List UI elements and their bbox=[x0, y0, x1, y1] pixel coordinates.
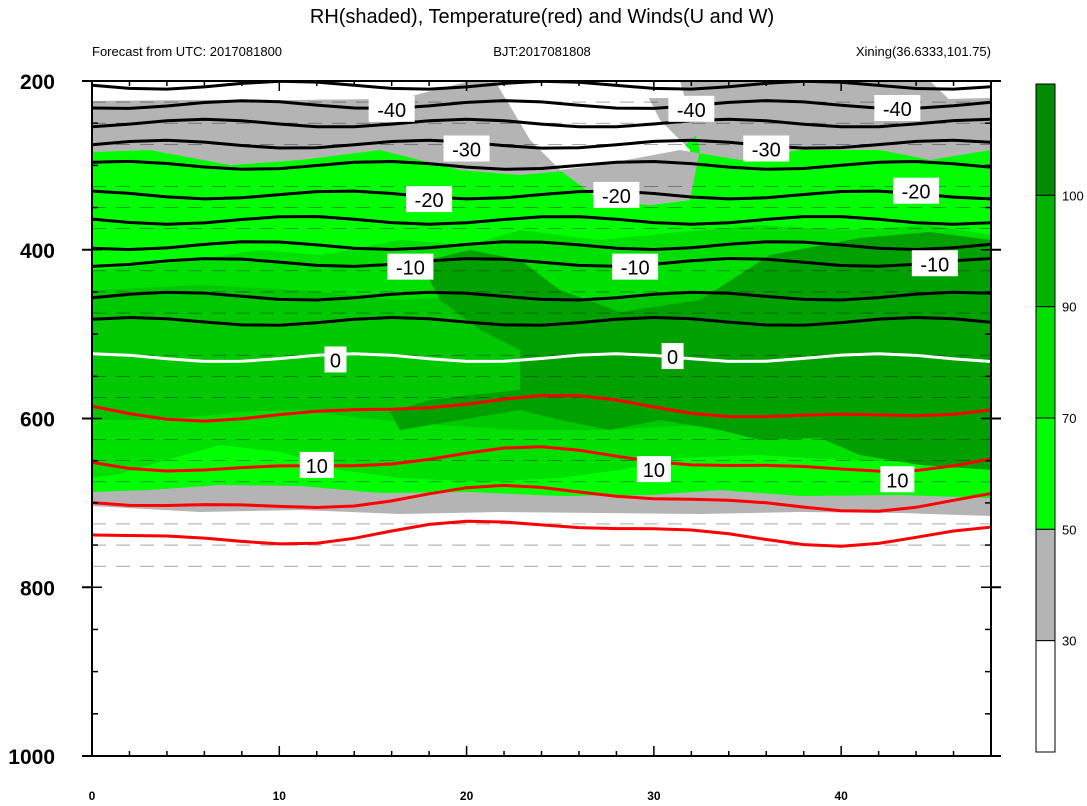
isotherm-label: -20 bbox=[902, 182, 931, 204]
temperature-contour bbox=[92, 393, 991, 423]
isotherm-label-box bbox=[406, 186, 453, 213]
y-tick-label: 600 bbox=[20, 409, 55, 432]
isotherm-label-box bbox=[612, 253, 659, 280]
isotherm-label-box bbox=[368, 95, 415, 122]
colorbar: 100 90 70 50 30 bbox=[1035, 83, 1084, 753]
isotherm-label: 10 bbox=[306, 456, 328, 478]
temperature-contour bbox=[92, 519, 991, 548]
temperature-contour bbox=[92, 159, 991, 171]
x-tick-label: 10 bbox=[273, 789, 287, 803]
y-tick-label: 200 bbox=[20, 71, 55, 94]
isotherm-label: 0 bbox=[330, 350, 341, 372]
isotherm-label: -40 bbox=[377, 100, 406, 122]
bjt-subtitle: BJT:2017081808 bbox=[493, 44, 591, 59]
isotherm-label: -10 bbox=[396, 258, 425, 280]
isotherm-label-box bbox=[443, 135, 490, 162]
isotherm-label-box bbox=[668, 95, 715, 122]
isotherm-label-box bbox=[593, 181, 640, 208]
temperature-contour bbox=[92, 117, 991, 129]
y-tick-label: 800 bbox=[20, 577, 55, 600]
rh-white-below-surface bbox=[92, 506, 991, 756]
isotherm-label-box bbox=[893, 177, 940, 204]
colorbar-swatch bbox=[1035, 194, 1056, 308]
isotherm-label: 10 bbox=[886, 470, 908, 492]
rh-dark-green-region bbox=[390, 232, 991, 470]
colorbar-label: 50 bbox=[1062, 522, 1076, 537]
temperature-contour bbox=[92, 189, 991, 201]
plot-area: -40 -40 -40 -30 -30 -20 -20 -20 -10 -10 -10 0 0 10 10 1… bbox=[91, 80, 992, 757]
chart-title: RH(shaded), Temperature(red) and Winds(U… bbox=[310, 6, 774, 28]
isotherm-labels: -40 -40 -40 -30 -30 -20 -20 -20 -10 -10 -10 0 0 10 10 1… bbox=[299, 95, 958, 493]
colorbar-label: 30 bbox=[1062, 634, 1076, 649]
location-subtitle: Xining(36.6333,101.75) bbox=[856, 44, 991, 59]
y-tick-label: 400 bbox=[20, 240, 55, 263]
colorbar-label: 90 bbox=[1062, 300, 1076, 315]
colorbar-swatch bbox=[1035, 640, 1056, 753]
temperature-contour bbox=[92, 290, 991, 302]
temperature-contour bbox=[92, 138, 991, 150]
isotherm-label-box bbox=[743, 135, 790, 162]
colorbar-swatch bbox=[1035, 306, 1056, 419]
isotherm-label-box bbox=[299, 451, 334, 478]
isotherm-label-box bbox=[911, 250, 958, 277]
temperature-contour bbox=[92, 483, 991, 513]
rh-gray-upper-patch bbox=[92, 81, 991, 205]
x-tick-label: 0 bbox=[89, 789, 96, 803]
colorbar-swatch bbox=[1035, 417, 1056, 530]
isotherm-label: 0 bbox=[667, 347, 678, 369]
isotherm-label: -30 bbox=[452, 140, 481, 162]
isotherm-label-box bbox=[874, 95, 921, 121]
x-tick-label: 40 bbox=[834, 789, 848, 803]
isotherm-label: -20 bbox=[602, 186, 631, 208]
x-tick-label: 20 bbox=[460, 789, 474, 803]
isotherm-label: -30 bbox=[752, 140, 781, 162]
isotherm-label: -10 bbox=[621, 258, 650, 280]
isotherm-label: -10 bbox=[920, 254, 949, 276]
isotherm-label-box bbox=[324, 346, 347, 373]
temperature-contour bbox=[92, 240, 991, 252]
temperature-contour bbox=[92, 214, 991, 226]
temperature-contour bbox=[92, 99, 991, 110]
isotherm-label: -20 bbox=[415, 190, 444, 212]
temperature-contour bbox=[92, 315, 991, 327]
forecast-subtitle: Forecast from UTC: 2017081800 bbox=[92, 44, 282, 59]
isotherm-label: -40 bbox=[883, 99, 912, 121]
colorbar-label: 70 bbox=[1062, 411, 1076, 426]
temperature-contour bbox=[92, 256, 991, 268]
isotherm-label-box bbox=[880, 466, 915, 493]
isotherm-label-box bbox=[636, 456, 671, 483]
isotherm-label: -40 bbox=[677, 100, 706, 122]
y-tick-label: 1000 bbox=[8, 746, 55, 769]
x-tick-label: 30 bbox=[647, 789, 661, 803]
isotherm-label-box bbox=[387, 253, 434, 280]
temperature-contour bbox=[92, 352, 991, 363]
temperature-contour bbox=[92, 445, 991, 473]
colorbar-label: 100 bbox=[1062, 188, 1084, 203]
isotherm-label: 10 bbox=[643, 460, 665, 482]
colorbar-swatch bbox=[1035, 83, 1056, 196]
x-axis: 0 10 20 30 40 bbox=[89, 81, 992, 803]
colorbar-swatch bbox=[1035, 528, 1056, 642]
isotherm-label-box bbox=[661, 343, 684, 370]
